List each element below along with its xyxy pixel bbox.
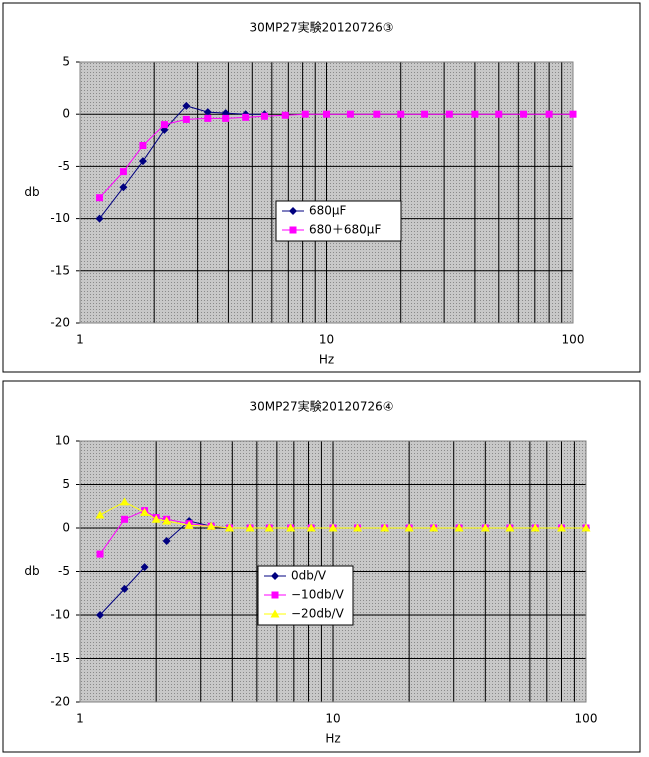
y-tick-label: 5	[62, 55, 70, 69]
marker	[138, 157, 147, 166]
marker	[505, 523, 515, 532]
marker	[120, 497, 130, 506]
x-axis-label: Hz	[325, 732, 340, 746]
marker	[121, 515, 129, 523]
marker	[264, 523, 274, 532]
marker	[404, 523, 414, 532]
legend-marker	[289, 226, 297, 234]
marker	[160, 121, 168, 129]
plot-border	[79, 440, 587, 703]
legend-label: 680＋680μF	[309, 223, 381, 237]
marker	[151, 514, 161, 523]
x-tick-label: 10	[319, 333, 334, 347]
marker	[328, 523, 338, 532]
chart-title: 30MP27実験20120726③	[250, 20, 394, 35]
marker	[96, 611, 105, 619]
y-tick-label: -5	[58, 564, 70, 578]
marker	[397, 110, 405, 118]
y-tick-label: -20	[50, 316, 70, 330]
marker	[260, 112, 268, 120]
marker	[182, 115, 190, 123]
y-axis-label: db	[24, 564, 39, 578]
marker	[96, 194, 104, 202]
y-tick-label: 0	[62, 107, 70, 121]
marker	[95, 510, 105, 519]
chart-title: 30MP27実験20120726④	[250, 399, 394, 414]
marker	[353, 523, 363, 532]
marker	[281, 111, 289, 119]
marker	[556, 523, 566, 532]
y-axis-label: db	[24, 185, 39, 199]
y-tick-label: -10	[50, 211, 70, 225]
marker	[222, 114, 230, 122]
y-tick-label: -20	[50, 695, 70, 709]
marker	[306, 523, 316, 532]
marker	[471, 110, 479, 118]
x-tick-label: 1	[76, 333, 84, 347]
marker	[445, 110, 453, 118]
marker	[530, 523, 540, 532]
x-tick-label: 100	[562, 333, 585, 347]
y-tick-label: -15	[50, 651, 70, 665]
x-tick-label: 1	[76, 712, 84, 726]
marker	[520, 110, 528, 118]
y-tick-label: 10	[55, 434, 70, 448]
y-tick-label: -15	[50, 263, 70, 277]
marker	[323, 110, 330, 118]
legend-label: −10db/V	[291, 588, 345, 602]
marker	[120, 584, 129, 593]
marker	[373, 110, 381, 118]
marker	[346, 110, 354, 118]
x-tick-label: 100	[575, 712, 598, 726]
marker	[301, 110, 309, 118]
legend-label: 0db/V	[291, 569, 327, 583]
y-tick-label: 0	[62, 521, 70, 535]
x-tick-label: 10	[325, 712, 340, 726]
marker	[380, 523, 390, 532]
marker	[421, 110, 429, 118]
legend-marker	[270, 609, 280, 618]
marker	[184, 520, 194, 529]
marker	[245, 523, 255, 532]
x-axis-label: Hz	[319, 353, 334, 367]
legend-marker	[271, 572, 279, 580]
marker	[204, 114, 212, 122]
marker	[182, 101, 191, 110]
legend-marker	[271, 591, 279, 599]
marker	[581, 523, 591, 532]
marker	[162, 516, 172, 525]
marker	[96, 550, 104, 558]
marker	[140, 563, 149, 572]
series-line	[99, 113, 573, 199]
marker	[225, 523, 235, 532]
legend-box	[275, 200, 402, 242]
marker	[545, 110, 553, 118]
legend-label: 680μF	[309, 204, 347, 218]
marker	[119, 183, 128, 192]
marker	[495, 110, 503, 118]
marker	[139, 142, 147, 150]
marker	[429, 523, 439, 532]
marker	[203, 108, 212, 117]
y-tick-label: -10	[50, 608, 70, 622]
y-tick-label: -5	[58, 159, 70, 173]
marker	[95, 214, 104, 223]
legend-label: −20db/V	[291, 607, 345, 621]
marker	[140, 507, 150, 516]
marker	[569, 110, 577, 118]
marker	[286, 523, 296, 532]
marker	[206, 521, 216, 530]
y-tick-label: 5	[62, 477, 70, 491]
marker	[119, 168, 127, 176]
legend-marker	[289, 207, 297, 215]
marker	[454, 523, 464, 532]
marker	[480, 523, 490, 532]
marker	[242, 113, 250, 121]
plot-border	[79, 61, 574, 324]
marker	[162, 537, 171, 546]
